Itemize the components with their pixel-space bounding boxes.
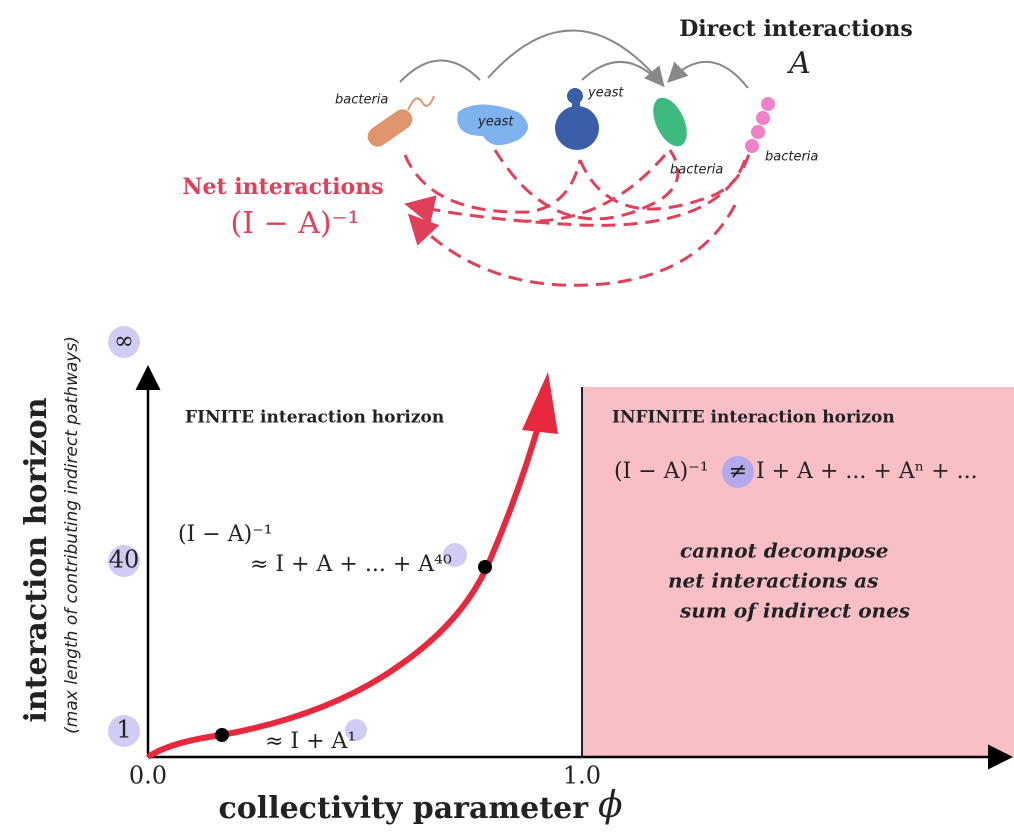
finite-formula: ≈ I + A + ... + A⁴⁰ (250, 552, 452, 577)
y-tick-label: ∞ (114, 327, 134, 355)
finite-formula: (I − A)⁻¹ (178, 522, 273, 547)
point (215, 728, 229, 742)
infinite-note: cannot decompose net interactions as sum… (668, 539, 910, 623)
organism-label: yeast (587, 86, 624, 101)
y-ticks: ∞ 40 1 (108, 326, 140, 747)
highlight (443, 543, 467, 567)
direct-symbol: A (786, 46, 811, 81)
net-title: Net interactions (182, 174, 383, 200)
note-line: net interactions as (668, 569, 878, 593)
x-axis-symbol: ϕ (598, 785, 623, 826)
flagellum (407, 95, 435, 111)
infinite-title: INFINITE interaction horizon (612, 408, 895, 428)
bacteria-chain (745, 97, 775, 153)
highlight (345, 719, 367, 741)
yeast-neck (572, 98, 580, 112)
infinite-region (582, 387, 1014, 757)
highlight (722, 456, 754, 488)
yeast-icon (555, 106, 599, 150)
organism-label: bacteria (670, 163, 723, 178)
y-axis-subtitle: (max length of contributing indirect pat… (62, 336, 82, 734)
infinite-formula: (I − A)⁻¹ (614, 459, 709, 484)
horizon-curve (146, 419, 543, 760)
net-arcs (403, 149, 752, 287)
point (478, 560, 492, 574)
finite-formula: ≈ I + A¹ (265, 729, 356, 754)
y-tick-label: 40 (109, 546, 140, 574)
note-line: sum of indirect ones (679, 599, 910, 623)
note-line: cannot decompose (680, 539, 888, 563)
infinite-formula: I + A + ... + Aⁿ + ... (756, 459, 978, 484)
organism-label: bacteria (335, 93, 388, 108)
organisms: bacteria yeast yeast bacteria bacteria (335, 86, 818, 178)
x-axis-title: collectivity parameter (219, 791, 590, 826)
infinite-neq: ≠ (729, 459, 747, 484)
x-tick-label: 0.0 (129, 762, 167, 790)
direct-title: Direct interactions (679, 16, 913, 42)
y-axis-title: interaction horizon (19, 397, 54, 722)
finite-title: FINITE interaction horizon (185, 408, 444, 428)
bacteria-icon (653, 97, 687, 147)
organism-label: bacteria (765, 150, 818, 165)
organism-label: yeast (477, 115, 514, 130)
bacteria-icon (367, 109, 413, 147)
net-formula: (I − A)⁻¹ (231, 206, 360, 241)
yeast-icon (457, 104, 528, 146)
curve-arrow (522, 372, 558, 434)
direct-arcs (399, 29, 749, 89)
y-tick-label: 1 (116, 716, 131, 744)
x-tick-label: 1.0 (563, 762, 601, 790)
